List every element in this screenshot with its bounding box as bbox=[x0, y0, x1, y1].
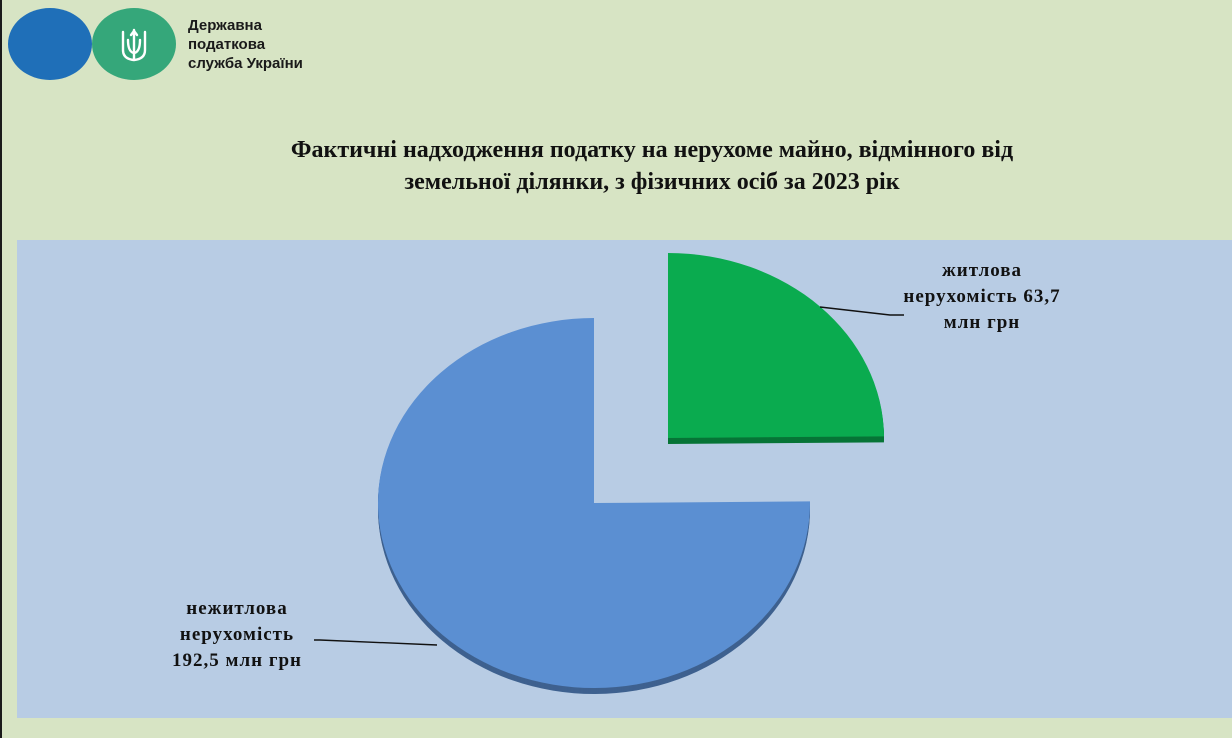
slice-label-line: нерухомість bbox=[179, 624, 295, 645]
slice-label-line: 192,5 млн грн bbox=[172, 650, 302, 671]
pie-slice-top bbox=[668, 253, 884, 438]
slice-label-line: житлова bbox=[941, 260, 1023, 281]
org-name-line: податкова bbox=[188, 36, 266, 53]
slice-label-line: нерухомість 63,7 bbox=[903, 286, 1061, 307]
pie-slice-nonresidential bbox=[377, 318, 810, 694]
chart-title-line: Фактичні надходження податку на нерухоме… bbox=[290, 137, 1014, 163]
slice-label-residential: житлова нерухомість 63,7 млн грн bbox=[882, 258, 1082, 336]
chart-title-line: земельної ділянки, з фізичних осіб за 20… bbox=[404, 169, 900, 195]
pie-slice-residential bbox=[668, 253, 884, 444]
org-name-line: Державна bbox=[188, 17, 262, 34]
logo-blue-circle bbox=[8, 8, 92, 80]
leader-line bbox=[314, 639, 438, 646]
slice-label-line: млн грн bbox=[943, 312, 1021, 333]
org-name-line: служба України bbox=[188, 55, 303, 72]
leader-line bbox=[819, 306, 904, 316]
slice-label-line: нежитлова bbox=[186, 598, 288, 619]
pie-slice-top bbox=[377, 318, 810, 688]
org-name: Державна податкова служба України bbox=[188, 16, 303, 73]
slice-label-nonresidential: нежитлова нерухомість 192,5 млн грн bbox=[142, 596, 332, 674]
trident-emblem-icon bbox=[121, 28, 147, 62]
chart-title: Фактичні надходження податку на нерухоме… bbox=[152, 134, 1152, 198]
